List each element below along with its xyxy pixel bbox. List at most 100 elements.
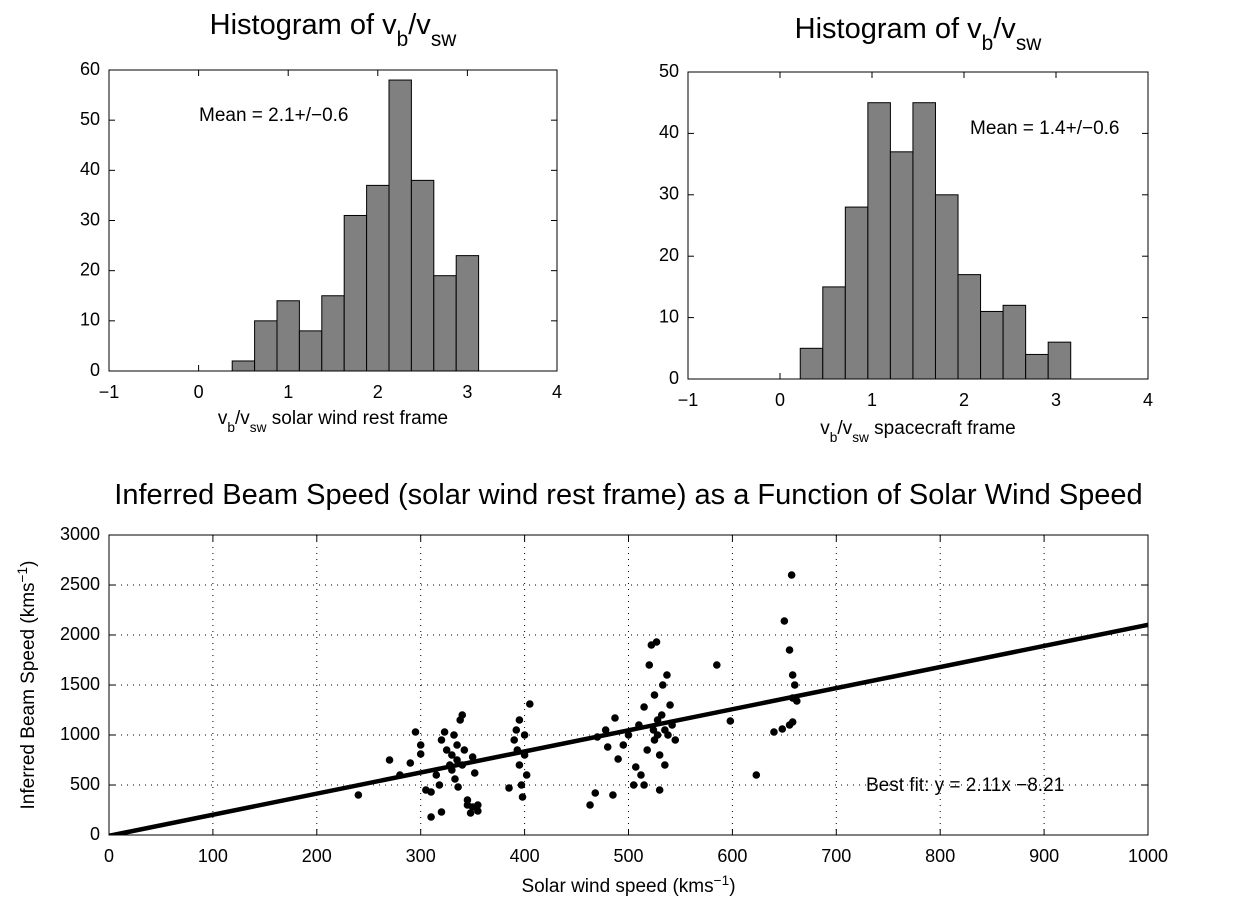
y-tick-label: 1500 <box>60 674 100 694</box>
x-tick-label: 4 <box>1143 390 1153 410</box>
point <box>385 756 394 764</box>
point <box>442 746 451 754</box>
y-tick-label: 60 <box>80 59 100 79</box>
bar <box>1025 353 1049 380</box>
point <box>416 750 425 758</box>
y-tick-label: 10 <box>80 310 100 330</box>
x-axis-label-part: b <box>830 430 838 445</box>
y-tick-label: 20 <box>659 245 679 265</box>
axes-box <box>687 71 1149 380</box>
y-tick-label: 0 <box>90 824 100 844</box>
chart-title-part: sw <box>1016 32 1042 55</box>
bar <box>410 179 435 372</box>
x-tick-label: 700 <box>821 846 851 866</box>
point <box>458 711 467 719</box>
point <box>653 731 662 739</box>
bar <box>231 360 256 372</box>
point <box>474 807 482 815</box>
bar <box>388 79 412 372</box>
point <box>460 746 469 754</box>
x-axis-label: vb/vsw solar wind rest frame <box>218 408 448 435</box>
x-axis-label-part: Solar wind speed (kms <box>521 876 713 897</box>
y-tick-label: 30 <box>80 209 100 229</box>
point <box>666 701 674 709</box>
point <box>713 661 721 669</box>
y-tick-label: 40 <box>659 122 679 142</box>
y-tick-label: 10 <box>659 306 679 326</box>
point <box>664 731 672 739</box>
y-tick-label: 0 <box>90 360 100 380</box>
point <box>603 743 612 751</box>
x-tick-label: 600 <box>717 846 747 866</box>
point <box>752 771 761 779</box>
y-tick-label: 0 <box>669 368 679 388</box>
chart-title-part: sw <box>431 28 457 51</box>
point <box>631 763 640 771</box>
point <box>726 717 735 725</box>
x-tick-label: 2 <box>373 382 383 402</box>
x-tick-label: 3 <box>1051 390 1061 410</box>
bar <box>867 102 891 380</box>
point <box>451 775 459 783</box>
point <box>470 769 479 777</box>
point <box>643 746 652 754</box>
chart-title-part: b <box>982 32 994 55</box>
x-tick-label: 0 <box>775 390 785 410</box>
y-tick-label: 500 <box>70 774 100 794</box>
chart-title-part: Histogram of v <box>210 9 397 41</box>
x-tick-label: 300 <box>406 846 436 866</box>
point <box>787 571 796 579</box>
point <box>614 755 622 763</box>
x-tick-label: 0 <box>104 846 114 866</box>
x-tick-label: 900 <box>1029 846 1059 866</box>
x-tick-label: 800 <box>925 846 955 866</box>
x-axis-label-part: b <box>227 420 235 435</box>
x-axis-label: vb/vsw spacecraft frame <box>820 418 1015 445</box>
point <box>652 638 661 646</box>
bar <box>1047 341 1072 380</box>
x-axis-label-part: −1 <box>714 873 730 888</box>
point <box>770 728 778 736</box>
point <box>788 671 797 679</box>
bar <box>957 274 982 380</box>
y-axis-label-part: ) <box>18 561 39 567</box>
point <box>655 751 664 759</box>
x-tick-label: −1 <box>99 382 120 402</box>
chart-title-part: /v <box>408 9 431 41</box>
point <box>411 728 420 736</box>
y-tick-label: 2500 <box>60 574 100 594</box>
x-tick-label: 200 <box>302 846 332 866</box>
y-axis-label-part: Inferred Beam Speed (kms <box>18 582 39 809</box>
y-tick-label: 2000 <box>60 624 100 644</box>
bar <box>934 194 959 380</box>
annotation: Mean = 1.4+/−0.6 <box>970 118 1119 139</box>
point <box>780 617 789 625</box>
bar <box>298 330 323 372</box>
point <box>427 813 435 821</box>
y-tick-label: 50 <box>80 109 100 129</box>
point <box>658 681 667 689</box>
x-tick-label: 1 <box>867 390 877 410</box>
point <box>454 783 462 791</box>
x-tick-label: 4 <box>552 382 562 402</box>
bar <box>1002 304 1027 380</box>
bar <box>455 255 480 372</box>
point <box>520 731 529 739</box>
y-tick-label: 50 <box>659 61 679 81</box>
point <box>611 714 619 722</box>
point <box>517 781 526 789</box>
point <box>629 781 638 789</box>
point <box>432 771 441 779</box>
x-tick-label: 400 <box>510 846 540 866</box>
point <box>512 726 521 734</box>
point <box>645 661 654 669</box>
x-axis-label-part: /v <box>235 408 250 429</box>
point <box>640 703 648 711</box>
x-axis-label-part: v <box>820 418 830 439</box>
point <box>650 691 659 699</box>
chart-title-part: b <box>397 28 409 51</box>
point <box>657 711 666 719</box>
annotation: Mean = 2.1+/−0.6 <box>199 105 348 126</box>
point <box>793 697 801 705</box>
point <box>448 751 456 759</box>
